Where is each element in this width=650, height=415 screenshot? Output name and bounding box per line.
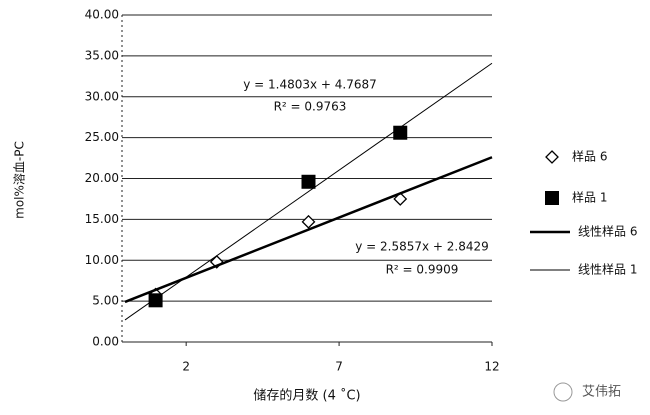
y-tick-label: 0.00 <box>92 335 119 349</box>
x-tick-label: 2 <box>182 360 190 374</box>
equation: y = 1.4803x + 4.7687 <box>243 78 377 92</box>
y-tick-label: 15.00 <box>85 212 119 226</box>
legend-label: 线性样品 1 <box>578 262 637 277</box>
equation: y = 2.5857x + 2.8429 <box>355 240 489 254</box>
square-point <box>301 174 316 189</box>
square-point <box>393 125 408 140</box>
r-squared: R² = 0.9763 <box>274 100 347 114</box>
x-axis-label: 储存的月数 (4 ˚C) <box>253 388 360 404</box>
y-tick-label: 30.00 <box>85 89 119 103</box>
legend-marker <box>545 191 559 205</box>
y-tick-label: 40.00 <box>85 8 119 22</box>
r-squared: R² = 0.9909 <box>386 263 459 277</box>
watermark-icon <box>553 382 573 402</box>
x-tick-label: 7 <box>335 360 343 374</box>
y-tick-label: 10.00 <box>85 253 119 267</box>
trend-line <box>124 156 493 304</box>
trend-line <box>124 62 493 321</box>
x-tick-label: 12 <box>484 360 499 374</box>
square-point <box>148 293 163 308</box>
y-tick-label: 35.00 <box>85 48 119 62</box>
y-tick-label: 25.00 <box>85 130 119 144</box>
legend-label: 样品 6 <box>572 149 607 164</box>
diamond-point <box>301 214 316 229</box>
legend-label: 样品 1 <box>572 190 607 205</box>
y-tick-label: 20.00 <box>85 171 119 185</box>
watermark: 艾伟拓 <box>582 385 621 400</box>
legend-marker <box>545 150 559 164</box>
y-axis-label: mol%溶血-PC <box>12 141 27 219</box>
y-tick-label: 5.00 <box>92 294 119 308</box>
legend-label: 线性样品 6 <box>578 224 637 239</box>
